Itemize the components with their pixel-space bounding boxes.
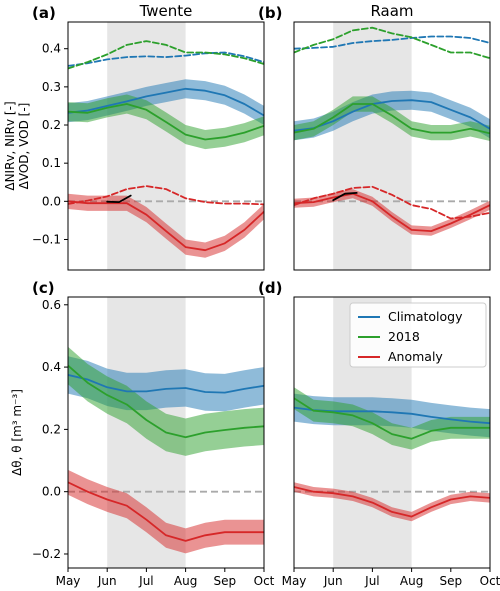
band-sm_anom — [68, 469, 264, 554]
line-sm_2018 — [68, 364, 264, 439]
y-tick-label: 0.3 — [42, 80, 61, 94]
y-axis-label: Δθ, θ [m³ m⁻³] — [10, 389, 24, 476]
line-nirv_clim — [68, 87, 264, 117]
band-nirv_anom — [294, 189, 490, 236]
panel-label: (b) — [258, 4, 282, 22]
panel-label: (c) — [32, 279, 55, 297]
band-sm_anom — [294, 482, 490, 522]
x-tick-label: Jun — [323, 574, 343, 588]
x-tick-label: Oct — [254, 574, 275, 588]
band-sm_2018 — [68, 346, 264, 456]
axes-frame — [67, 296, 265, 569]
line-black_seg — [332, 191, 358, 202]
drought-period-shade — [333, 22, 412, 270]
panel-title: Raam — [370, 2, 413, 20]
y-tick-label: −0.2 — [32, 547, 61, 561]
line-nirv_2018 — [68, 103, 264, 141]
panel-b: (b) Raam — [258, 2, 491, 271]
band-nirv_anom — [68, 193, 264, 258]
line-vod_clim — [68, 51, 264, 67]
y-axis-label: ΔVOD, VOD [-] — [17, 103, 31, 190]
drought-period-shade — [107, 22, 186, 270]
x-tick-label: May — [56, 574, 81, 588]
x-tick-label: Jul — [138, 574, 153, 588]
legend: Climatology 2018 Anomaly — [349, 302, 487, 368]
x-tick-label: Jun — [97, 574, 117, 588]
panel-title: Twente — [139, 2, 193, 20]
x-tick-label: Oct — [480, 574, 500, 588]
line-vod_clim — [294, 35, 490, 50]
line-sm_anom — [68, 481, 264, 542]
line-nirv_anom — [68, 200, 264, 252]
y-tick-label: 0.0 — [42, 485, 61, 499]
line-sm_clim — [68, 373, 264, 394]
line-nirv_2018 — [294, 103, 490, 135]
panel-a: −0.1 0.0 0.1 0.2 0.3 0.4 (a) Twente ΔNIRv, NIRv … — [3, 2, 265, 271]
y-tick-label: 0.4 — [42, 360, 61, 374]
y-tick-label: 0.2 — [42, 118, 61, 132]
axes-frame — [293, 296, 491, 569]
line-vod_anom — [294, 185, 490, 220]
line-nirv_anom — [294, 192, 490, 233]
plot-area — [68, 22, 264, 270]
legend-entry: Climatology — [388, 309, 463, 324]
legend-box — [349, 302, 487, 368]
line-sm_2018 — [294, 397, 490, 440]
y-tick-label: 0.0 — [42, 194, 61, 208]
plot-area — [68, 297, 264, 568]
x-tick-label: May — [282, 574, 307, 588]
line-vod_2018 — [68, 40, 264, 70]
axes-frame — [67, 21, 265, 271]
band-nirv_clim — [294, 90, 490, 141]
axes-frame — [293, 21, 491, 271]
band-nirv_clim — [68, 79, 264, 125]
line-vod_anom — [68, 185, 264, 206]
line-vod_2018 — [294, 26, 490, 60]
x-tick-label: Sep — [213, 574, 236, 588]
y-axis-label: ΔNIRv, NIRv [-] — [3, 101, 17, 190]
line-black_seg — [106, 194, 132, 204]
y-tick-label: 0.1 — [42, 156, 61, 170]
y-tick-label: 0.6 — [42, 298, 61, 312]
panel-label: (a) — [32, 4, 56, 22]
legend-entry: Anomaly — [388, 349, 443, 364]
y-tick-label: −0.1 — [32, 232, 61, 246]
legend-entry: 2018 — [388, 329, 420, 344]
x-tick-label: Jul — [364, 574, 379, 588]
band-nirv_2018 — [294, 96, 490, 141]
band-sm_2018 — [294, 387, 490, 450]
plot-area — [294, 22, 490, 270]
panel-label: (d) — [258, 279, 282, 297]
x-tick-label: Aug — [400, 574, 423, 588]
y-tick-label: 0.2 — [42, 422, 61, 436]
x-tick-label: Sep — [439, 574, 462, 588]
panel-c: −0.2 0.0 0.2 0.4 0.6 May Jun Jul Aug Sep Oct (c) Δθ,… — [10, 279, 275, 588]
line-sm_anom — [294, 486, 490, 518]
line-nirv_clim — [294, 99, 490, 132]
panel-d: May Jun Jul Aug Sep Oct (d) Climatology 2018 Anom… — [258, 279, 500, 588]
y-tick-label: 0.4 — [42, 42, 61, 56]
x-tick-label: Aug — [174, 574, 197, 588]
